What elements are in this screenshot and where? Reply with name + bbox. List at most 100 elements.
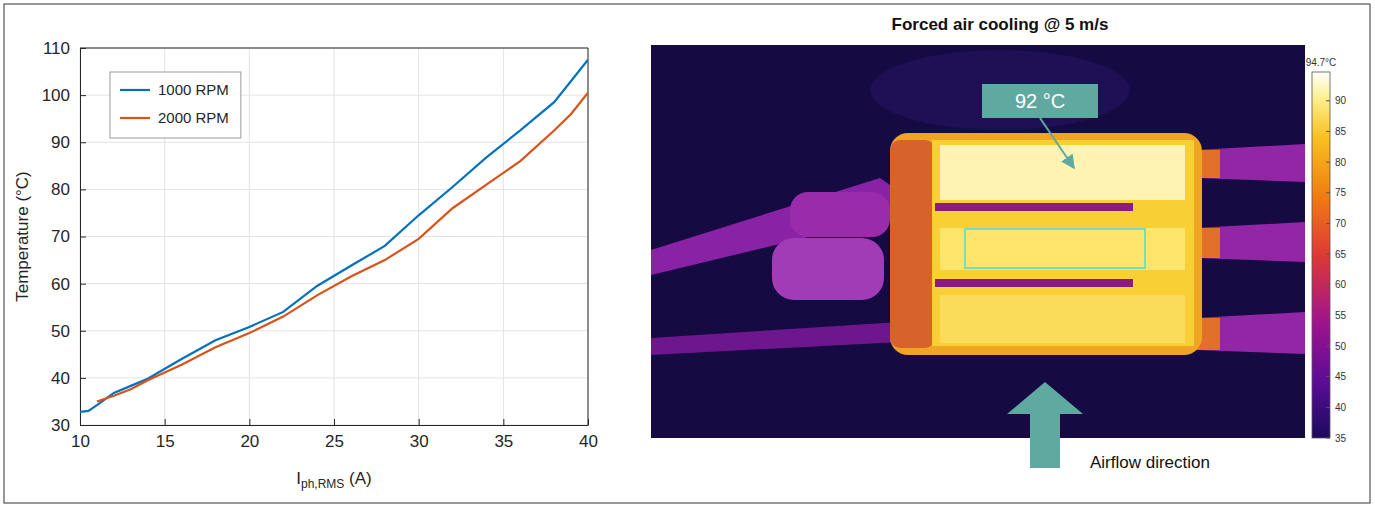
- legend-label: 1000 RPM: [158, 81, 229, 98]
- tick-label: 25: [325, 432, 344, 451]
- plot-background: [80, 48, 588, 425]
- colorbar-max-label: 94.7°C: [1306, 57, 1337, 68]
- line-chart: 10152025303540304050607080901001101000 R…: [13, 39, 598, 491]
- tick: 70: [51, 227, 86, 246]
- colorbar-tick-label: 80: [1335, 157, 1347, 168]
- axis-line: [81, 425, 589, 426]
- tick-mark: [334, 419, 335, 425]
- slot: [935, 279, 1133, 287]
- tick: 30: [51, 416, 86, 435]
- tick-label: 35: [494, 432, 513, 451]
- grid-line: [80, 142, 588, 143]
- tick-label: 40: [51, 369, 70, 388]
- tick-mark: [249, 419, 250, 425]
- tick: 35: [494, 419, 513, 451]
- data-line: [97, 93, 588, 402]
- tick-label: 15: [156, 432, 175, 451]
- tick: 20: [240, 419, 259, 451]
- colorbar-tick-label: 90: [1335, 95, 1347, 106]
- tick-mark: [80, 284, 86, 285]
- colorbar-tick-label: 55: [1335, 310, 1347, 321]
- colorbar-tick: [1326, 100, 1330, 101]
- tick-label: 80: [51, 180, 70, 199]
- hot-strip: [940, 295, 1185, 343]
- slot: [935, 203, 1133, 211]
- legend: 1000 RPM2000 RPM: [110, 72, 241, 138]
- outer-frame: [4, 4, 1370, 503]
- colorbar-tick-label: 60: [1335, 279, 1347, 290]
- colorbar-tick: [1326, 131, 1330, 132]
- colorbar-tick-label: 35: [1335, 433, 1347, 444]
- colorbar-tick: [1326, 254, 1330, 255]
- data-line: [80, 60, 588, 412]
- annotation-box: [982, 84, 1098, 118]
- image-background: [651, 45, 1305, 438]
- plot-frame: [80, 48, 588, 49]
- grid-line: [80, 48, 588, 49]
- annotation-label: 92 °C: [1015, 90, 1065, 112]
- x-axis-title-subscript: ph,RMS: [301, 477, 344, 491]
- grid-line: [80, 189, 588, 190]
- y-axis-title: Temperature (°C): [13, 171, 32, 302]
- colorbar-tick: [1326, 315, 1330, 316]
- x-axis: 10152025303540: [71, 419, 598, 451]
- series-group: [80, 60, 588, 412]
- module-core: [932, 140, 1194, 346]
- tick: 90: [51, 133, 86, 152]
- tick-label: 90: [51, 133, 70, 152]
- tick: 40: [51, 369, 86, 388]
- tick-mark: [80, 237, 86, 238]
- tick-label: 50: [51, 322, 70, 341]
- airflow-arrow: [1007, 382, 1083, 468]
- tick: 25: [325, 419, 344, 451]
- cable: [651, 322, 900, 355]
- tick: 110: [43, 39, 86, 58]
- airflow-label: Airflow direction: [1090, 453, 1210, 472]
- module-body: [890, 133, 1202, 355]
- tick: 100: [42, 86, 86, 105]
- colorbar-tick-label: 45: [1335, 371, 1347, 382]
- legend-swatch: [120, 117, 150, 119]
- tick: 15: [156, 419, 175, 451]
- colorbar-tick: [1326, 284, 1330, 285]
- plot-frame: [588, 48, 589, 425]
- tick: 30: [410, 419, 429, 451]
- tick-mark: [80, 378, 86, 379]
- thermal-panel: Forced air cooling @ 5 m/s 92 °C Airflow d…: [651, 15, 1347, 472]
- grid: [80, 48, 588, 425]
- capacitor: [790, 192, 890, 237]
- tick-mark: [165, 419, 166, 425]
- tick-label: 30: [410, 432, 429, 451]
- colorbar-tick-label: 50: [1335, 341, 1347, 352]
- colorbar-tick: [1326, 407, 1330, 408]
- hot-strip: [940, 228, 1185, 270]
- tick-label: 60: [51, 275, 70, 294]
- tick-label: 10: [71, 432, 90, 451]
- legend-box: [110, 72, 241, 138]
- tick-mark: [503, 419, 504, 425]
- tick: 80: [51, 180, 86, 199]
- tick-label: 30: [51, 416, 70, 435]
- hot-strip: [940, 145, 1185, 200]
- x-axis-title: Iph,RMS (A): [296, 469, 371, 491]
- page: 10152025303540304050607080901001101000 R…: [0, 0, 1375, 507]
- grid-line: [588, 48, 589, 425]
- panel-title: Forced air cooling @ 5 m/s: [892, 15, 1109, 34]
- tick-mark: [80, 189, 86, 190]
- colorbar-tick-label: 85: [1335, 126, 1347, 137]
- tick: 60: [51, 275, 86, 294]
- colorbar-tick: [1326, 223, 1330, 224]
- colorbar-tick: [1326, 162, 1330, 163]
- colorbar-tick-label: 65: [1335, 249, 1347, 260]
- annotation-arrow: [1040, 118, 1074, 168]
- tick-mark: [80, 425, 86, 426]
- tick: 50: [51, 322, 86, 341]
- colorbar-tick: [1326, 346, 1330, 347]
- tick-label: 70: [51, 227, 70, 246]
- roi-box: [965, 229, 1145, 268]
- colorbar-bar: [1312, 72, 1330, 438]
- tick-label: 110: [43, 39, 70, 58]
- colorbar: 35404550556065707580859094.7°C: [1306, 57, 1347, 444]
- tick-mark: [80, 142, 86, 143]
- tick-label: 20: [240, 432, 259, 451]
